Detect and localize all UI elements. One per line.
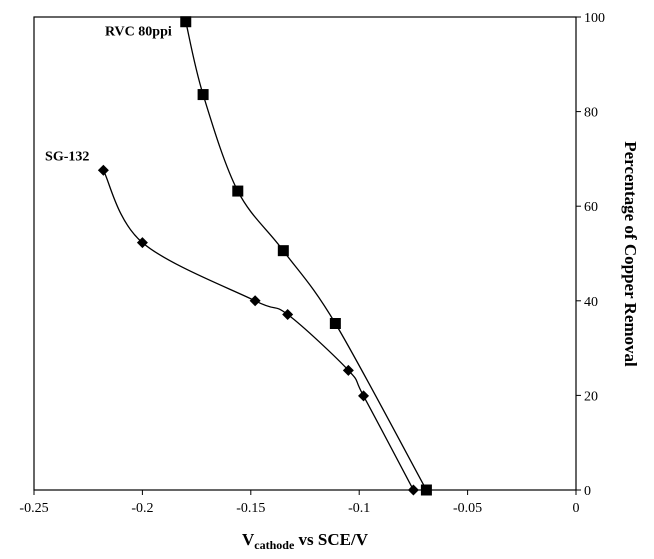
x-tick-label: -0.15 bbox=[236, 501, 265, 516]
data-point bbox=[420, 484, 432, 496]
series-markers bbox=[97, 16, 432, 496]
data-point bbox=[407, 484, 419, 496]
y-tick-label: 20 bbox=[584, 389, 598, 404]
series-labels: RVC 80ppi SG-132 bbox=[45, 25, 172, 165]
y-axis-title: Percentage of Copper Removal bbox=[621, 141, 640, 367]
data-point bbox=[282, 309, 294, 321]
data-point bbox=[97, 164, 109, 176]
y-tick-label: 40 bbox=[584, 295, 598, 310]
y-tick-label: 100 bbox=[584, 11, 605, 26]
data-point bbox=[277, 245, 289, 257]
data-point bbox=[249, 295, 261, 307]
data-point bbox=[329, 318, 341, 330]
x-tick-label: -0.2 bbox=[131, 501, 153, 516]
y-tick-label: 80 bbox=[584, 106, 598, 121]
y-axis-ticks: 0 20 40 60 80 100 bbox=[576, 11, 605, 499]
data-point bbox=[342, 364, 354, 376]
series-label: SG-132 bbox=[45, 149, 89, 164]
data-point bbox=[180, 16, 192, 28]
plot-area bbox=[33, 16, 577, 491]
data-point bbox=[136, 237, 148, 249]
x-axis-title: Vcathode vs SCE/V bbox=[242, 530, 369, 552]
x-axis-ticks: -0.25 -0.2 -0.15 -0.1 -0.05 0 bbox=[19, 490, 580, 516]
x-tick-label: 0 bbox=[573, 501, 580, 516]
x-tick-label: -0.05 bbox=[453, 501, 482, 516]
series-label: RVC 80ppi bbox=[105, 25, 172, 40]
data-point bbox=[232, 185, 244, 197]
x-tick-label: -0.25 bbox=[19, 501, 48, 516]
y-tick-label: 60 bbox=[584, 200, 598, 215]
data-point bbox=[197, 89, 209, 101]
y-tick-label: 0 bbox=[584, 484, 591, 499]
data-point bbox=[358, 390, 370, 402]
x-tick-label: -0.1 bbox=[348, 501, 370, 516]
